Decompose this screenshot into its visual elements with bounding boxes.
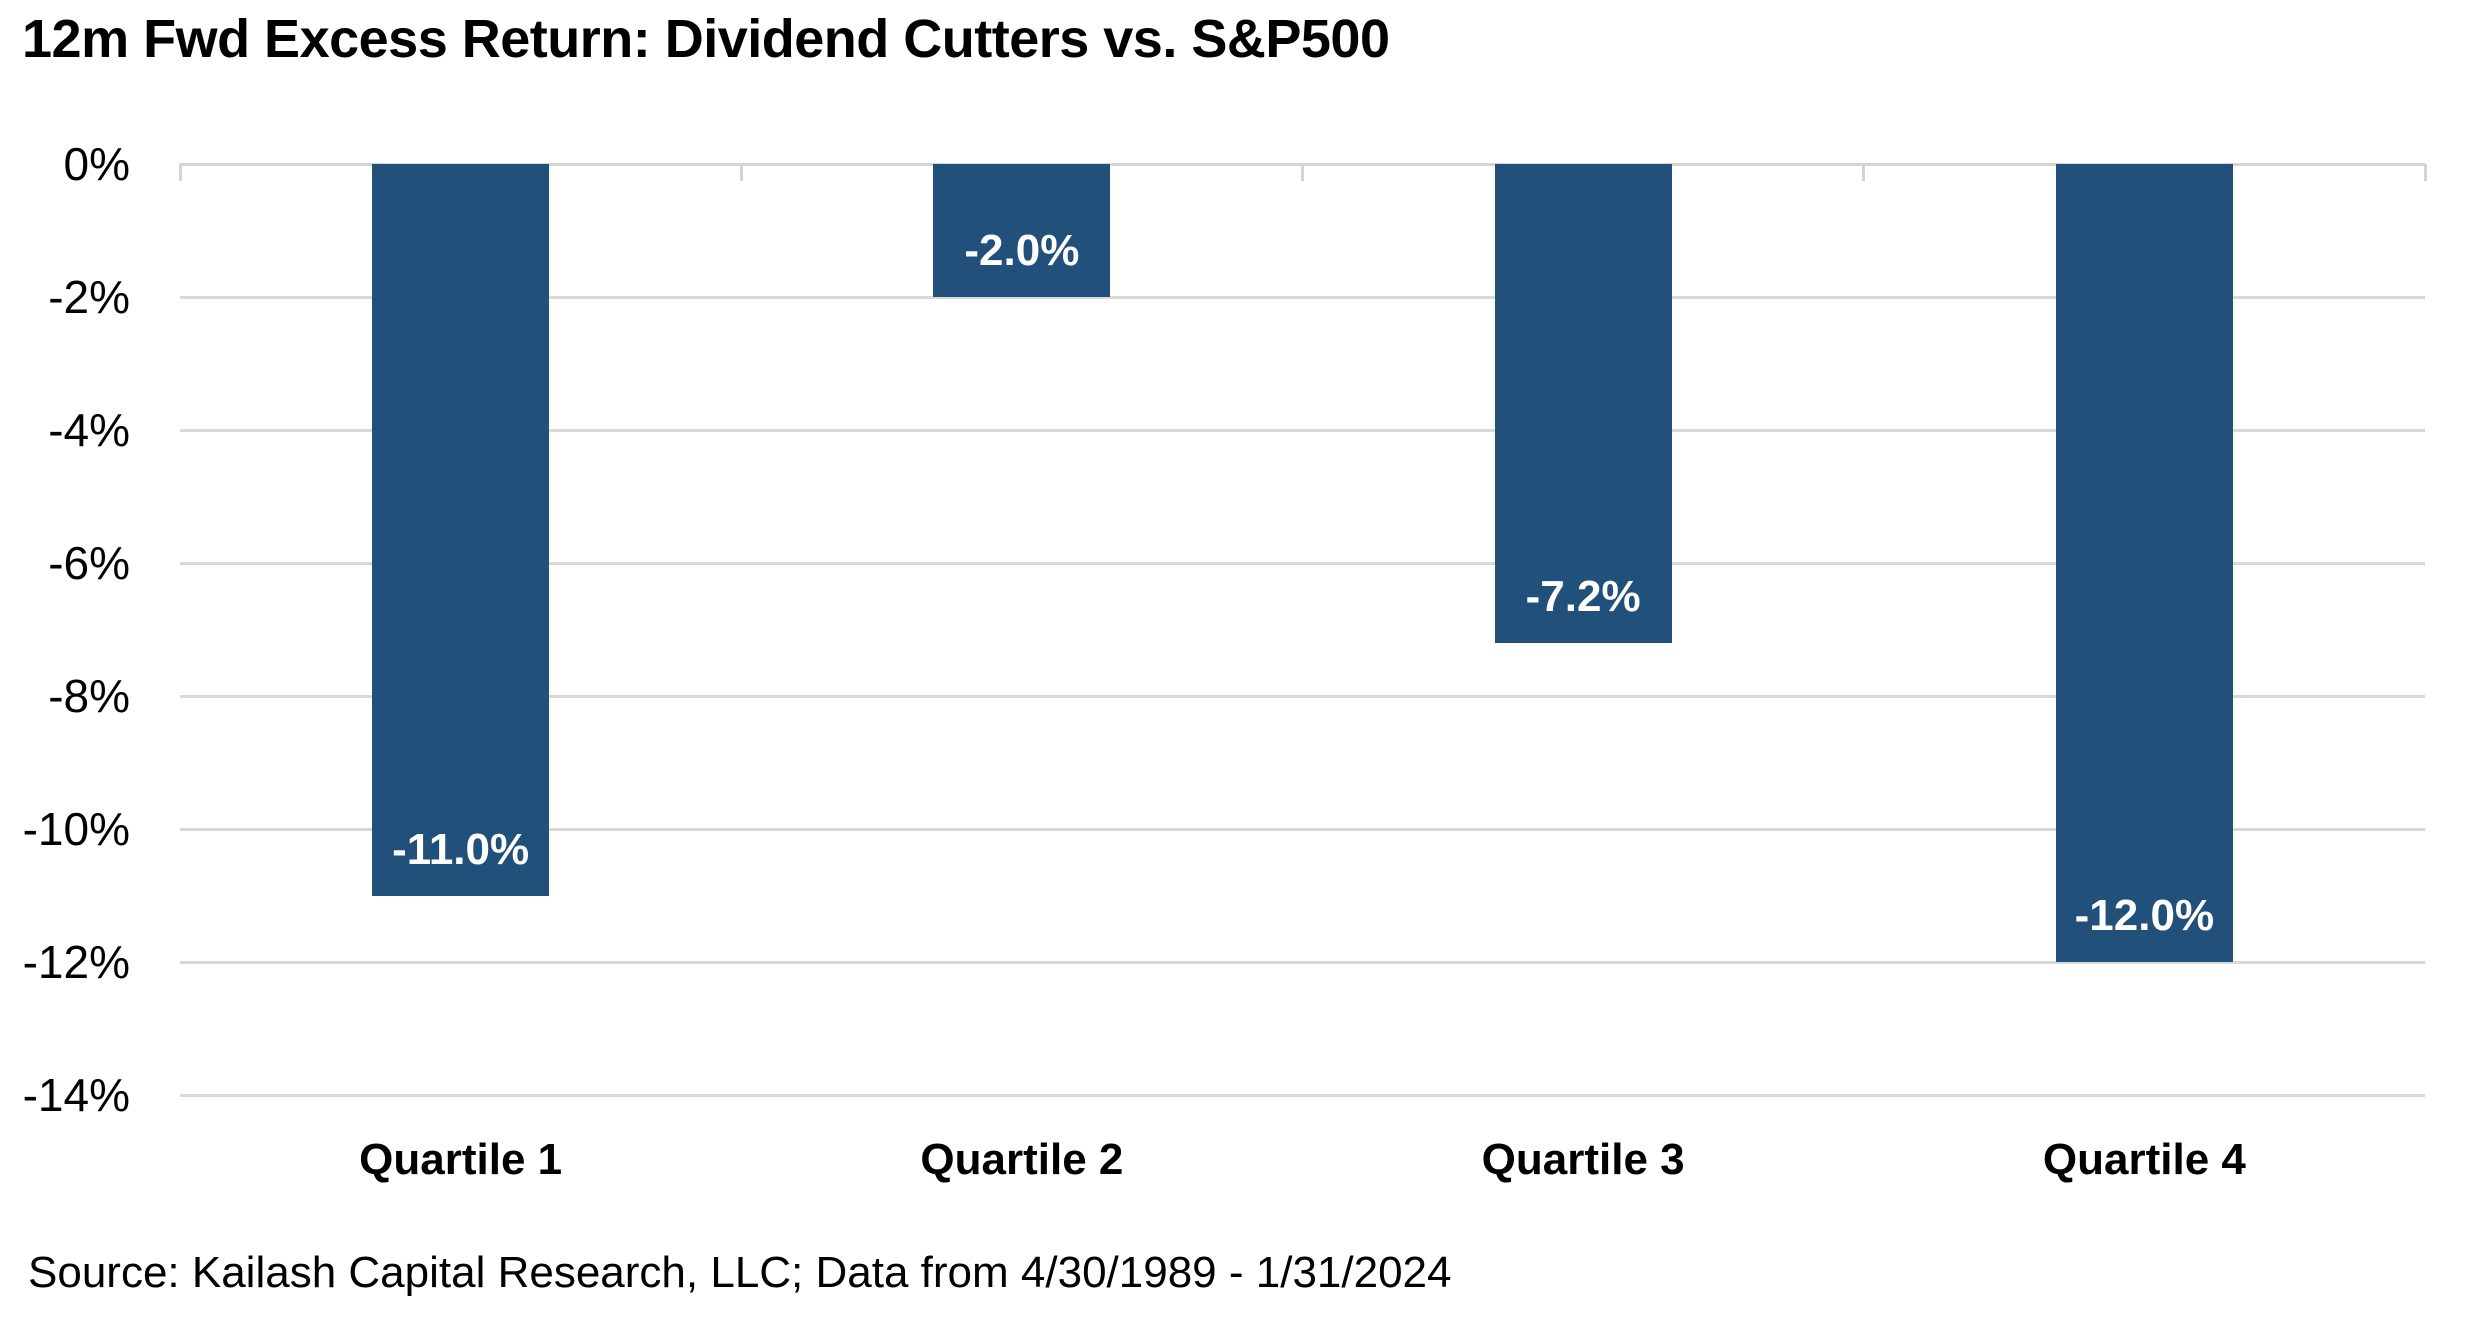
bar-quartile-1 (372, 164, 550, 896)
bar-value-label: -7.2% (1525, 571, 1641, 621)
gridline (180, 428, 2425, 432)
axis-tick-mark (178, 164, 182, 181)
x-axis-category-label: Quartile 4 (2042, 1135, 2246, 1184)
gridline (180, 827, 2425, 831)
bar-quartile-3 (1494, 164, 1672, 643)
y-axis-tick-label: -14% (22, 1069, 130, 1121)
bar-quartile-2 (933, 164, 1111, 297)
bar-value-label: -2.0% (964, 226, 1080, 275)
axis-tick-mark (1862, 164, 1866, 181)
x-axis-category-label: Quartile 3 (1481, 1135, 1685, 1184)
chart-title: 12m Fwd Excess Return: Dividend Cutters … (22, 9, 1390, 69)
x-axis-category-label: Quartile 1 (359, 1135, 563, 1184)
axis-tick-mark (2423, 164, 2427, 181)
y-axis-tick-label: -6% (48, 537, 130, 589)
y-axis-tick-label: -12% (22, 936, 130, 988)
axis-tick-mark (1301, 164, 1304, 181)
y-axis-tick-label: -10% (22, 803, 130, 855)
source-note: Source: Kailash Capital Research, LLC; D… (28, 1248, 1452, 1297)
bar-value-label: -11.0% (392, 824, 530, 874)
y-axis-tick-label: -8% (48, 670, 130, 722)
x-axis-category-label: Quartile 2 (920, 1135, 1124, 1184)
bar-value-label: -12.0% (2074, 891, 2215, 940)
gridline (180, 1093, 2425, 1097)
y-axis-tick-label: -2% (48, 271, 130, 323)
gridline (180, 960, 2425, 964)
y-axis-tick-label: 0% (63, 138, 130, 190)
gridline (180, 561, 2425, 565)
axis-tick-mark (739, 164, 743, 181)
bar-quartile-4 (2055, 164, 2233, 962)
gridline (180, 295, 2425, 299)
y-axis-tick-label: -4% (48, 404, 130, 456)
gridline (180, 694, 2425, 698)
